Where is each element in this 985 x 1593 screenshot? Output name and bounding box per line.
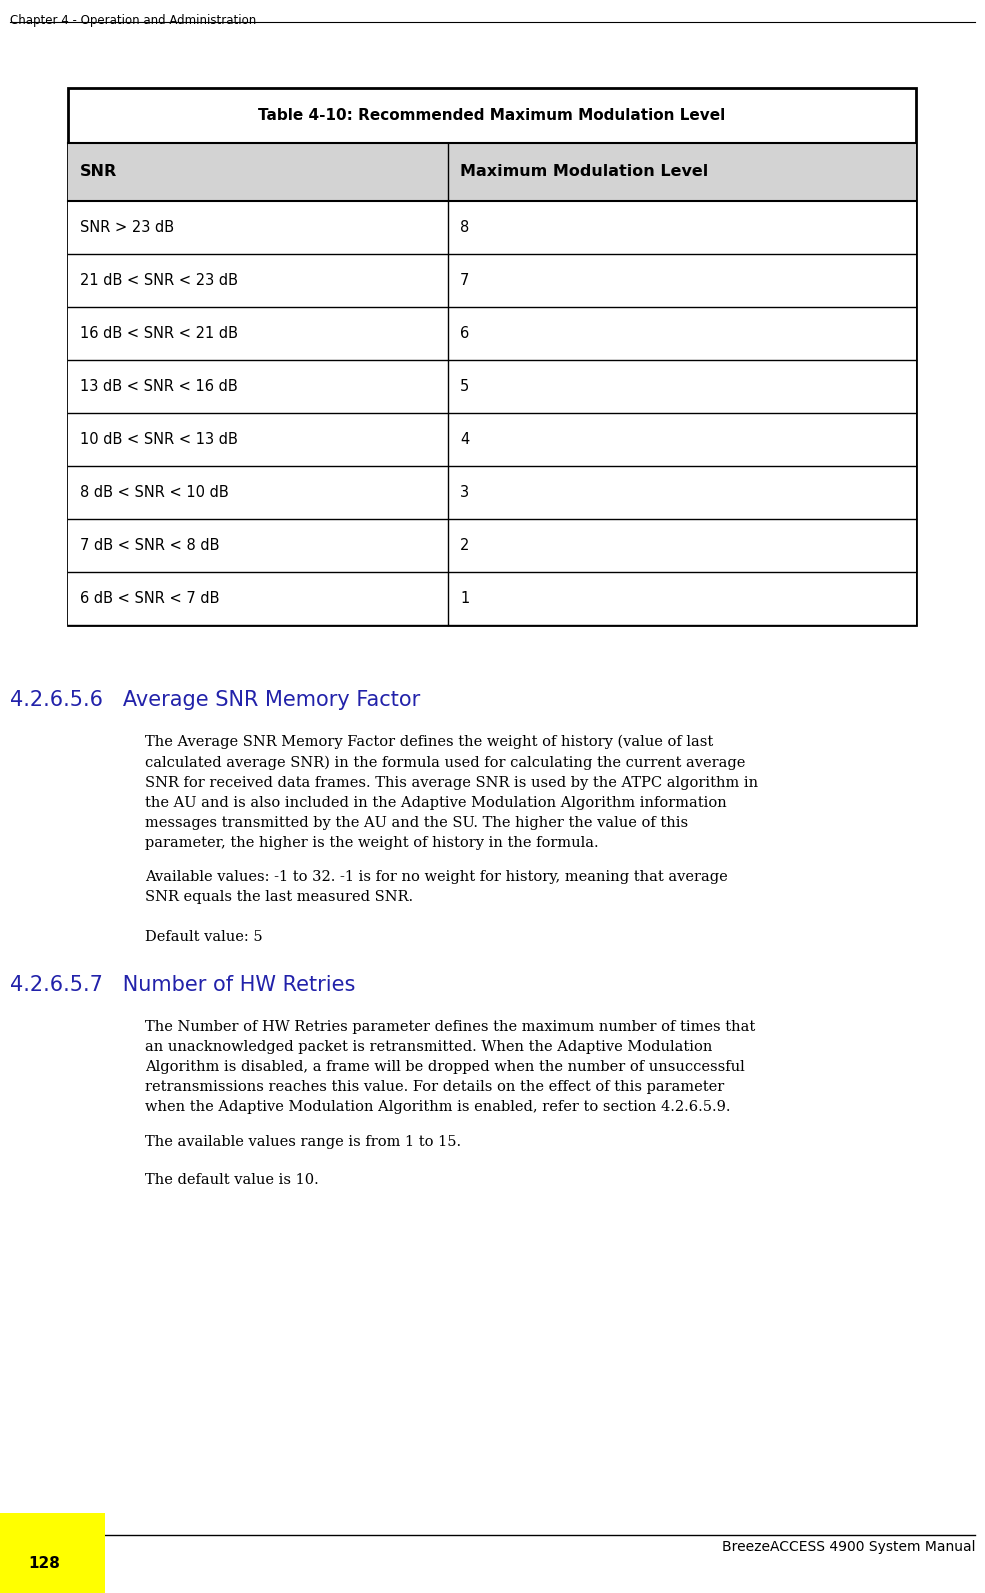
Text: 6: 6 [460, 327, 469, 341]
Text: 4.2.6.5.7   Number of HW Retries: 4.2.6.5.7 Number of HW Retries [10, 975, 356, 996]
Text: 8 dB < SNR < 10 dB: 8 dB < SNR < 10 dB [80, 484, 229, 500]
Text: The default value is 10.: The default value is 10. [145, 1172, 319, 1187]
Bar [68, 253, 916, 307]
Bar [68, 467, 916, 519]
Text: The Number of HW Retries parameter defines the maximum number of times that
an u: The Number of HW Retries parameter defin… [145, 1020, 755, 1114]
Text: 21 dB < SNR < 23 dB: 21 dB < SNR < 23 dB [80, 272, 238, 288]
Text: 6 dB < SNR < 7 dB: 6 dB < SNR < 7 dB [80, 591, 220, 605]
Text: Chapter 4 - Operation and Administration: Chapter 4 - Operation and Administration [10, 14, 256, 27]
Text: Default value: 5: Default value: 5 [145, 930, 263, 945]
Text: 2: 2 [460, 538, 470, 553]
Bar [68, 201, 916, 253]
Text: 3: 3 [460, 484, 469, 500]
Bar [68, 360, 916, 413]
Text: 4: 4 [460, 432, 469, 448]
Text: SNR > 23 dB: SNR > 23 dB [80, 220, 174, 236]
Text: SNR: SNR [80, 164, 117, 180]
Bar [68, 519, 916, 572]
Text: 5: 5 [460, 379, 469, 393]
Bar [68, 307, 916, 360]
Text: 16 dB < SNR < 21 dB: 16 dB < SNR < 21 dB [80, 327, 238, 341]
Text: 13 dB < SNR < 16 dB: 13 dB < SNR < 16 dB [80, 379, 237, 393]
Text: The Average SNR Memory Factor defines the weight of history (value of last
calcu: The Average SNR Memory Factor defines th… [145, 734, 758, 851]
Bar [68, 413, 916, 467]
Text: 7 dB < SNR < 8 dB: 7 dB < SNR < 8 dB [80, 538, 220, 553]
Text: 10 dB < SNR < 13 dB: 10 dB < SNR < 13 dB [80, 432, 237, 448]
Text: 7: 7 [460, 272, 470, 288]
Bar [68, 143, 916, 201]
Text: Available values: -1 to 32. -1 is for no weight for history, meaning that averag: Available values: -1 to 32. -1 is for no… [145, 870, 728, 905]
Bar [68, 88, 916, 624]
Text: 1: 1 [460, 591, 469, 605]
Text: Maximum Modulation Level: Maximum Modulation Level [460, 164, 708, 180]
Text: BreezeACCESS 4900 System Manual: BreezeACCESS 4900 System Manual [721, 1540, 975, 1555]
Text: Table 4-10: Recommended Maximum Modulation Level: Table 4-10: Recommended Maximum Modulati… [258, 108, 726, 123]
Text: The available values range is from 1 to 15.: The available values range is from 1 to … [145, 1134, 461, 1149]
Bar [68, 572, 916, 624]
Text: 8: 8 [460, 220, 469, 236]
Text: 128: 128 [28, 1556, 60, 1571]
Text: 4.2.6.5.6   Average SNR Memory Factor: 4.2.6.5.6 Average SNR Memory Factor [10, 690, 421, 710]
Bar [0, 1513, 105, 1593]
